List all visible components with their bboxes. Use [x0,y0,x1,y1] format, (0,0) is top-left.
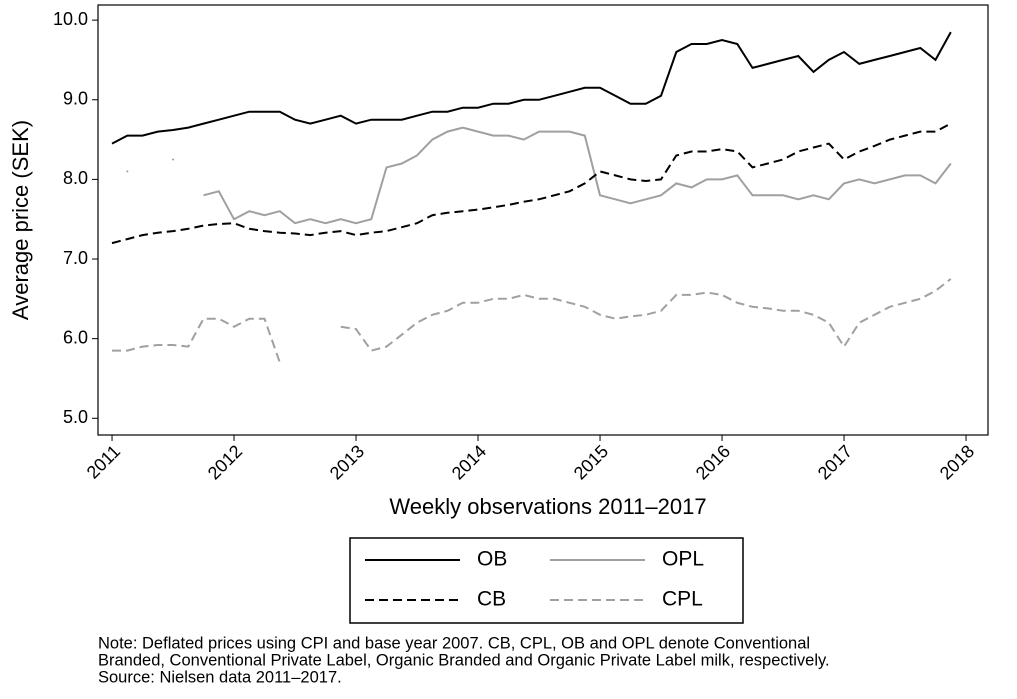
series-line [112,317,281,363]
series-line [340,278,952,352]
y-tick-label: 9.0 [63,89,88,109]
x-tick-label: 2015 [570,441,612,483]
legend-label: CPL [662,588,703,611]
x-tick-label: 2014 [448,441,490,483]
x-tick-label: 2017 [814,441,856,483]
y-tick-label: 8.0 [63,168,88,188]
note: Source: Nielsen data 2011–2017. [98,668,342,686]
series-line [111,122,952,245]
y-tick-label: 10.0 [53,9,88,29]
note: Note: Deflated prices using CPI and base… [98,634,810,652]
plot-frame [97,4,989,436]
y-tick-label: 6.0 [63,327,88,347]
x-tick-label: 2016 [692,441,734,483]
y-tick-label: 7.0 [63,248,88,268]
x-axis-title: Weekly observations 2011–2017 [389,494,706,519]
x-tick-label: 2011 [83,441,125,483]
legend-box [349,537,744,624]
legend-label: OB [477,548,507,571]
legend-label: CB [477,588,506,611]
x-tick-label: 2012 [204,441,246,483]
series-line [203,126,952,225]
legend-label: OPL [662,548,704,571]
y-tick-label: 5.0 [63,407,88,427]
series-line [111,31,952,145]
x-tick-label: 2018 [936,441,978,483]
note: Branded, Conventional Private Label, Org… [98,651,830,669]
y-axis-title: Average price (SEK) [8,120,33,320]
x-tick-label: 2013 [326,441,368,483]
